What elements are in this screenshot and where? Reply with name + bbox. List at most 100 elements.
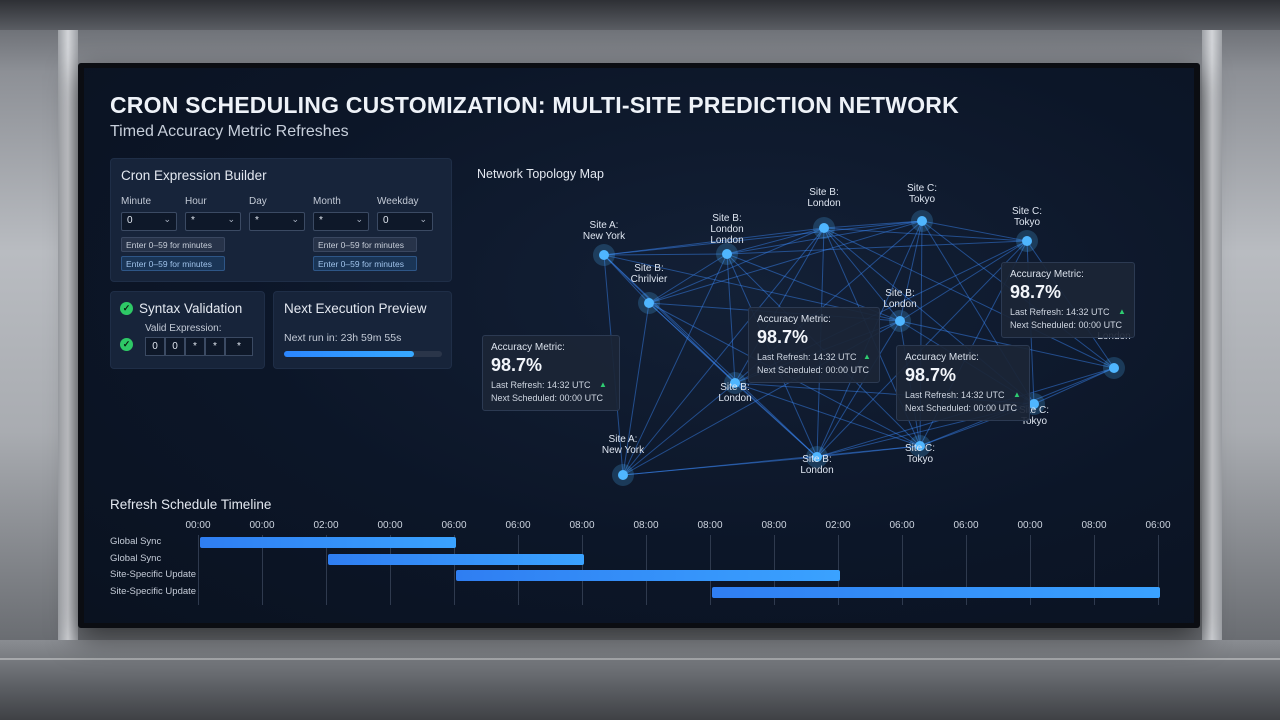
site-node-label: Site B: London <box>718 382 751 404</box>
next-scheduled: Next Scheduled: 00:00 UTC <box>905 403 1018 413</box>
month-select-value: * <box>319 215 323 226</box>
accuracy-card-2[interactable]: Accuracy Metric: 98.7% Last Refresh: 14:… <box>748 307 880 383</box>
accuracy-label: Accuracy Metric: <box>905 352 979 363</box>
accuracy-value: 98.7% <box>757 327 809 347</box>
network-link <box>622 456 818 476</box>
cron-part-hour: 0 <box>165 337 185 356</box>
next-scheduled: Next Scheduled: 00:00 UTC <box>1010 320 1123 330</box>
cron-part-minute: 0 <box>145 337 165 356</box>
timeline-tick-label: 00:00 <box>185 520 211 531</box>
trend-up-icon: ▲ <box>599 380 607 389</box>
room-ceiling <box>0 0 1280 30</box>
timeline-tick-label: 06:00 <box>953 520 979 531</box>
wall-pillar-left <box>58 30 78 640</box>
site-node-label: Site B: London <box>807 187 840 209</box>
network-link <box>622 253 728 476</box>
last-refresh: Last Refresh: 14:32 UTC <box>1010 307 1110 317</box>
site-node-label: Site B: London London <box>710 213 743 246</box>
month-select[interactable]: * ⌄ <box>313 212 369 231</box>
trend-up-icon: ▲ <box>1013 390 1021 399</box>
site-node[interactable] <box>644 298 654 308</box>
network-link <box>603 254 736 384</box>
trend-up-icon: ▲ <box>863 352 871 361</box>
network-link <box>726 227 825 255</box>
network-link <box>622 302 650 476</box>
network-link <box>734 382 921 447</box>
network-link <box>734 382 818 458</box>
timeline-tick-label: 00:00 <box>249 520 275 531</box>
network-link <box>823 220 923 229</box>
site-node[interactable] <box>819 223 829 233</box>
minute-hint-active: Enter 0–59 for minutes <box>121 256 225 271</box>
minute-select[interactable]: 0 ⌄ <box>121 212 177 231</box>
timeline-row-label: Global Sync <box>110 536 162 547</box>
day-select[interactable]: * ⌄ <box>249 212 305 231</box>
timeline-bar[interactable] <box>456 570 840 581</box>
dashboard-screen: CRON SCHEDULING CUSTOMIZATION: MULTI-SIT… <box>84 68 1194 623</box>
site-node[interactable] <box>618 470 628 480</box>
network-link <box>726 240 1028 255</box>
accuracy-card-1[interactable]: Accuracy Metric: 98.7% Last Refresh: 14:… <box>482 335 620 411</box>
site-node[interactable] <box>599 250 609 260</box>
timeline-tick-label: 00:00 <box>377 520 403 531</box>
timeline-row-label: Global Sync <box>110 552 162 564</box>
site-node-label: Site C: Tokyo <box>907 183 937 205</box>
network-link <box>921 220 1028 242</box>
wall-pillar-right <box>1202 30 1222 640</box>
timeline-bar[interactable] <box>328 553 584 565</box>
network-link <box>648 302 736 384</box>
site-node[interactable] <box>917 216 927 226</box>
accuracy-card-3[interactable]: Accuracy Metric: 98.7% Last Refresh: 14:… <box>896 345 1030 421</box>
site-node[interactable] <box>1029 399 1039 409</box>
last-refresh: Last Refresh: 14:32 UTC <box>491 380 591 390</box>
site-node-label: Site B: London <box>883 288 916 310</box>
accuracy-card-4[interactable]: Accuracy Metric: 98.7% Last Refresh: 14:… <box>1001 262 1135 338</box>
room-floor <box>0 640 1280 720</box>
timeline-tick-label: 08:00 <box>569 520 595 531</box>
site-node[interactable] <box>1109 363 1119 373</box>
next-scheduled: Next Scheduled: 00:00 UTC <box>757 365 870 375</box>
timeline-gridline <box>262 535 263 605</box>
accuracy-value: 98.7% <box>905 365 957 385</box>
network-link <box>622 445 921 476</box>
trend-up-icon: ▲ <box>1118 307 1126 316</box>
network-link <box>899 320 1115 369</box>
chevron-down-icon: ⌄ <box>419 214 427 224</box>
network-link <box>816 320 901 458</box>
hour-select[interactable]: * ⌄ <box>185 212 241 231</box>
timeline-bar[interactable] <box>712 586 1160 598</box>
site-node[interactable] <box>722 249 732 259</box>
network-link <box>726 253 736 384</box>
timeline-tick-label: 08:00 <box>633 520 659 531</box>
site-node-label: Site A: New York <box>602 434 645 456</box>
site-node[interactable] <box>812 452 822 462</box>
timeline-gridline <box>326 535 327 605</box>
site-node[interactable] <box>895 316 905 326</box>
cron-part-month: * <box>205 337 225 356</box>
network-link <box>603 220 923 256</box>
timeline-bar[interactable] <box>200 537 456 548</box>
chevron-down-icon: ⌄ <box>291 214 299 224</box>
cron-builder-title: Cron Expression Builder <box>121 168 267 183</box>
page-subtitle: Timed Accuracy Metric Refreshes <box>110 123 349 140</box>
network-link <box>622 227 825 476</box>
network-link <box>622 382 736 476</box>
timeline-gridline <box>966 535 967 605</box>
timeline-tick-label: 06:00 <box>505 520 531 531</box>
site-node[interactable] <box>730 378 740 388</box>
network-link <box>603 253 728 256</box>
timeline-tick-label: 06:00 <box>889 520 915 531</box>
timeline-row-label: Site-Specific Update <box>110 569 197 580</box>
timeline-title: Refresh Schedule Timeline <box>110 497 272 512</box>
site-node[interactable] <box>1022 236 1032 246</box>
timeline-tick-label: 08:00 <box>1081 520 1107 531</box>
timeline-gridline <box>1094 535 1095 605</box>
network-link <box>1033 367 1115 405</box>
site-node[interactable] <box>915 441 925 451</box>
minute-hint: Enter 0–59 for minutes <box>121 237 225 252</box>
weekday-select[interactable]: 0 ⌄ <box>377 212 433 231</box>
month-hint: Enter 0–59 for minutes <box>313 237 417 252</box>
timeline-gridline <box>454 535 455 605</box>
hour-select-value: * <box>191 215 195 226</box>
timeline-gridline <box>1030 535 1031 605</box>
